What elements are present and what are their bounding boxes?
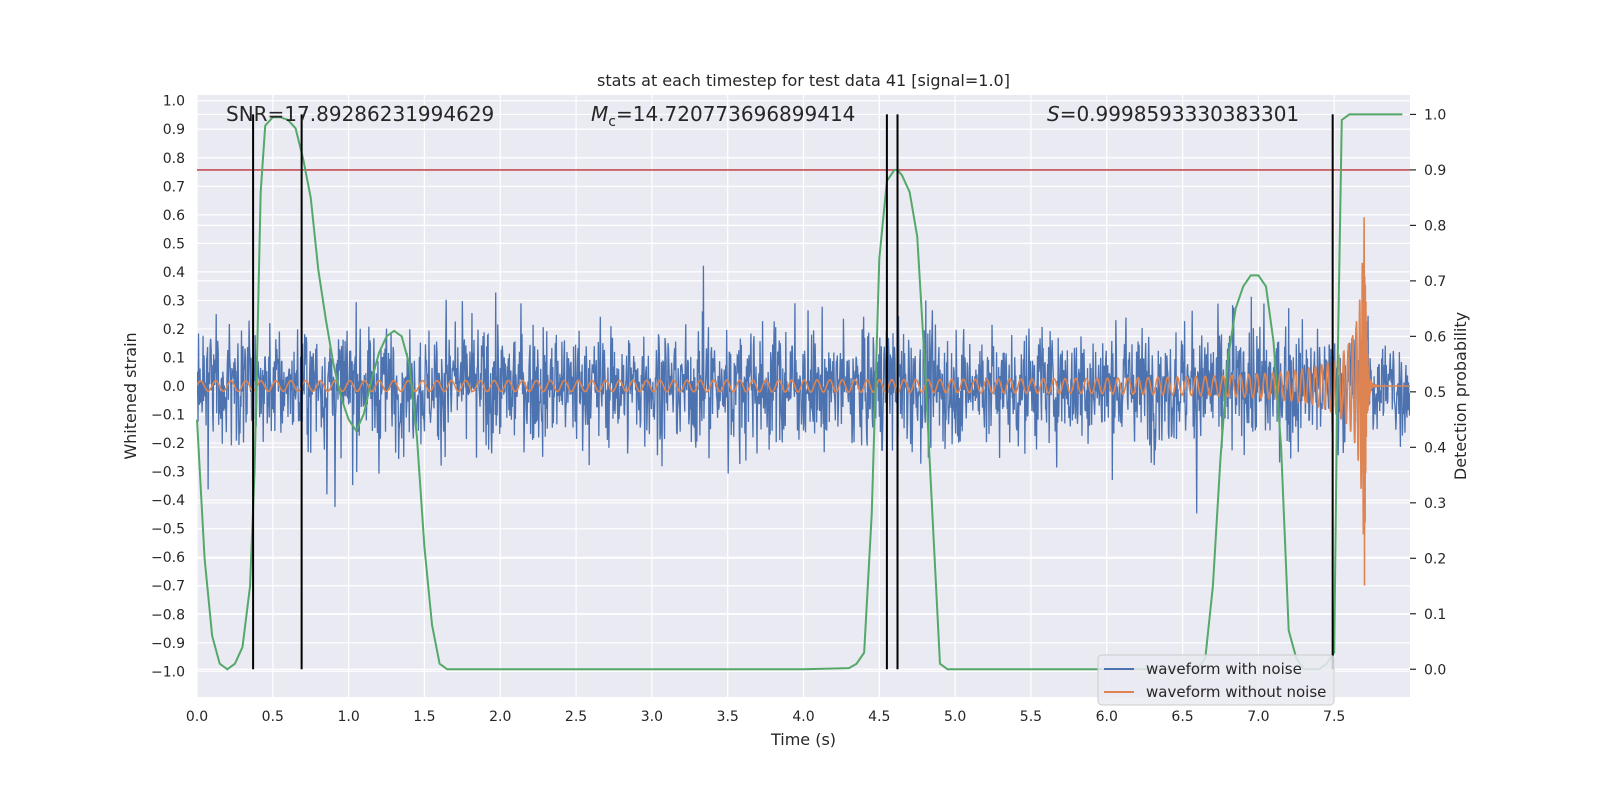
x-tick-label: 0.5: [262, 709, 284, 725]
x-axis-label: Time (s): [770, 730, 836, 749]
x-tick-label: 3.5: [717, 709, 739, 725]
x-tick-label: 0.0: [186, 709, 208, 725]
score-value: =0.9998593330383301: [1060, 102, 1299, 126]
x-tick-label: 1.5: [413, 709, 435, 725]
chirp-mass-symbol: M: [591, 102, 608, 126]
y-tick-label-left: 0.0: [163, 379, 185, 395]
x-tick-label: 4.5: [868, 709, 890, 725]
y-tick-label-left: −0.8: [151, 607, 185, 623]
y-tick-label-right: 1.0: [1424, 107, 1446, 123]
y-tick-label-left: 0.6: [163, 208, 185, 224]
legend-label-clean: waveform without noise: [1146, 683, 1326, 701]
legend-box: [1097, 654, 1335, 706]
legend-label-noise: waveform with noise: [1146, 660, 1302, 678]
chart-title: stats at each timestep for test data 41 …: [597, 71, 1010, 90]
y-tick-label-left: 0.1: [163, 350, 185, 366]
y-tick-label-left: 0.7: [163, 179, 185, 195]
detection-probability-line: [196, 113, 1403, 671]
y-tick-label-left: 1.0: [163, 94, 185, 110]
vertical-marker-layer: [252, 114, 1334, 670]
y-tick-label-right: 0.6: [1424, 329, 1446, 345]
x-tick-label: 6.5: [1171, 709, 1193, 725]
score-symbol: S: [1047, 102, 1060, 126]
y-tick-label-right: 0.8: [1424, 218, 1446, 234]
snr-annotation: SNR=17.89286231994629: [226, 102, 494, 126]
y-tick-label-left: 0.8: [163, 151, 185, 167]
clean-waveform-line: [197, 217, 1410, 586]
y-tick-label-right: 0.4: [1424, 440, 1446, 456]
x-tick-label: 2.5: [565, 709, 587, 725]
y-tick-label-left: −1.0: [151, 664, 185, 680]
y-tick-label-left: −0.2: [151, 436, 185, 452]
noisy-waveform-line: [197, 265, 1410, 514]
probability-series-layer: [196, 113, 1403, 671]
y-tick-label-left: 0.3: [163, 293, 185, 309]
y-tick-label-left: 0.9: [163, 122, 185, 138]
y-tick-label-right: 0.7: [1424, 274, 1446, 290]
chirp-series-layer: [197, 217, 1410, 586]
chirp-mass-subscript: c: [608, 114, 616, 130]
x-tick-label: 7.5: [1323, 709, 1345, 725]
x-tick-label: 6.0: [1096, 709, 1118, 725]
y-tick-label-left: −0.9: [151, 636, 185, 652]
noise-series-layer: [197, 265, 1410, 514]
x-tick-label: 7.0: [1247, 709, 1269, 725]
legend: waveform with noise waveform without noi…: [1097, 654, 1335, 706]
x-tick-label: 5.5: [1020, 709, 1042, 725]
x-tick-label: 4.0: [792, 709, 814, 725]
y-tick-label-right: 0.2: [1424, 551, 1446, 567]
x-tick-label: 2.0: [489, 709, 511, 725]
y-axis-label-left: Whitened strain: [121, 332, 140, 459]
y-tick-label-left: −0.6: [151, 550, 185, 566]
y-tick-label-left: 0.2: [163, 322, 185, 338]
chirp-mass-annotation: Mc=14.720773696899414: [591, 102, 855, 130]
y-tick-label-left: −0.1: [151, 408, 185, 424]
y-tick-label-right: 0.3: [1424, 496, 1446, 512]
y-tick-label-left: 0.4: [163, 265, 185, 281]
x-tick-label: 5.0: [944, 709, 966, 725]
chirp-mass-value: =14.720773696899414: [616, 102, 855, 126]
x-tick-label: 3.0: [641, 709, 663, 725]
y-tick-label-left: 0.5: [163, 236, 185, 252]
tick-layer: 0.0 0.5 1.0 1.5 2.0 2.5 3.0 3.5 4.0 4.5 5.0 5.5 6.0 6…: [151, 94, 1446, 725]
y-tick-label-right: 0.5: [1424, 385, 1446, 401]
y-tick-label-right: 0.9: [1424, 163, 1446, 179]
y-tick-label-left: −0.7: [151, 579, 185, 595]
y-axis-label-right: Detection probability: [1451, 312, 1470, 480]
y-tick-label-left: −0.4: [151, 493, 185, 509]
score-annotation: S=0.9998593330383301: [1047, 102, 1299, 126]
y-tick-label-right: 0.0: [1424, 662, 1446, 678]
y-tick-label-right: 0.1: [1424, 607, 1446, 623]
y-tick-label-left: −0.3: [151, 465, 185, 481]
x-tick-label: 1.0: [337, 709, 359, 725]
y-tick-label-left: −0.5: [151, 522, 185, 538]
